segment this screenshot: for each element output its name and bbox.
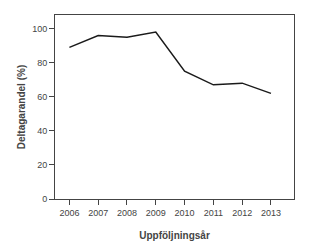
svg-text:40: 40 — [37, 126, 47, 136]
svg-text:Uppföljningsår: Uppföljningsår — [139, 230, 210, 241]
svg-text:0: 0 — [42, 194, 47, 204]
svg-text:2010: 2010 — [175, 208, 195, 218]
svg-text:2012: 2012 — [232, 208, 252, 218]
svg-text:2013: 2013 — [261, 208, 281, 218]
svg-text:2011: 2011 — [204, 208, 223, 218]
svg-text:100: 100 — [32, 24, 47, 34]
svg-text:60: 60 — [37, 92, 47, 102]
svg-text:80: 80 — [37, 58, 47, 68]
svg-text:2007: 2007 — [88, 208, 108, 218]
svg-text:2006: 2006 — [59, 208, 79, 218]
svg-text:20: 20 — [37, 160, 47, 170]
svg-text:2009: 2009 — [146, 208, 166, 218]
svg-text:Deltagarandel (%): Deltagarandel (%) — [16, 65, 27, 149]
svg-text:2008: 2008 — [117, 208, 137, 218]
